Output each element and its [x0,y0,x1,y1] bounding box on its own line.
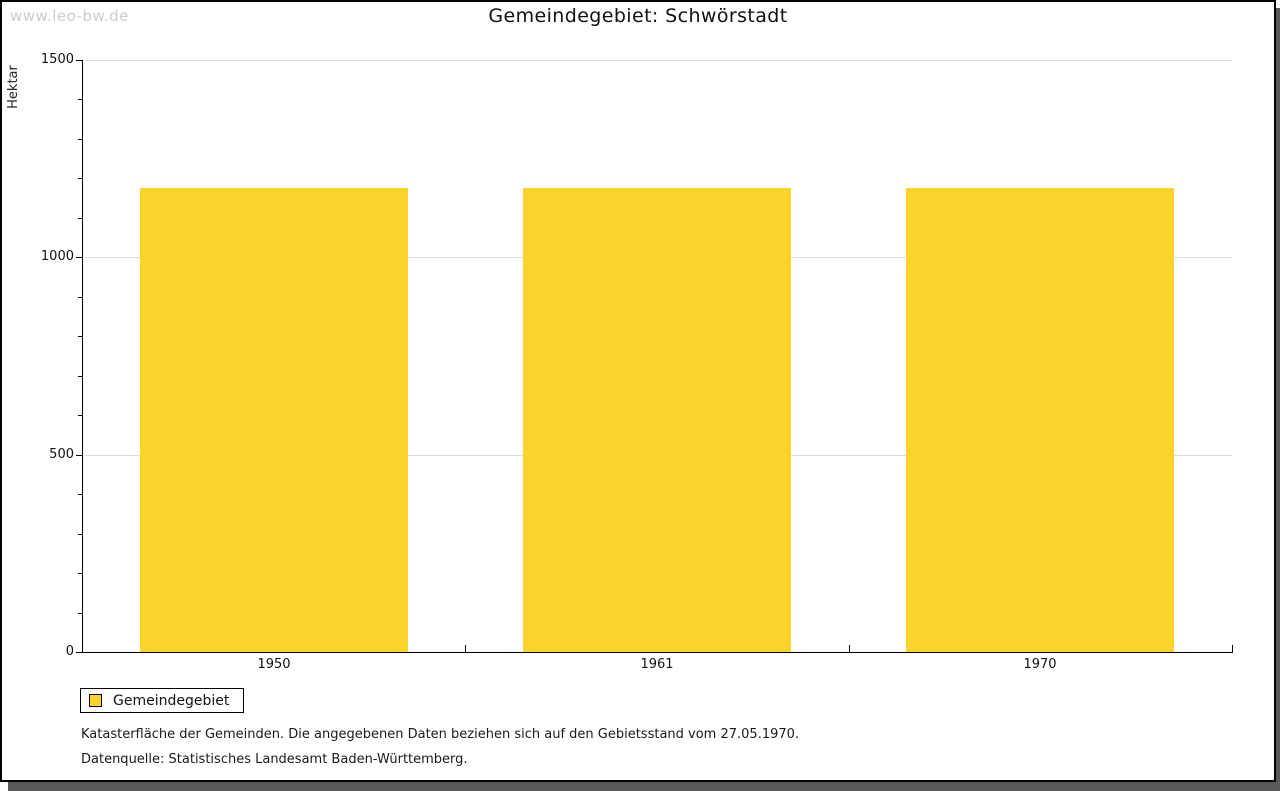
footnote-source-note: Katasterfläche der Gemeinden. Die angege… [81,727,800,742]
y-tick [76,454,82,456]
x-axis-line [82,652,1233,653]
y-tick [78,375,82,377]
window-shadow-right [1276,8,1280,791]
window-shadow-bottom [8,782,1280,791]
y-tick-label: 500 [49,446,74,462]
gridline [82,60,1232,61]
watermark-text: www.leo-bw.de [10,7,129,25]
y-tick [78,533,82,535]
y-tick [78,138,82,140]
x-tick-label: 1961 [640,657,674,672]
y-tick [78,217,82,219]
y-tick [78,612,82,614]
y-axis-title: Hektar [6,65,21,109]
y-tick-label: 1000 [40,249,74,265]
y-tick [76,257,82,259]
y-tick [78,178,82,180]
bar-1950 [140,188,408,652]
x-boundary-tick [849,645,850,652]
y-tick [78,336,82,338]
legend-color-swatch [89,694,102,707]
y-tick [78,296,82,298]
footnote-data-source: Datenquelle: Statistisches Landesamt Bad… [81,752,468,767]
legend-box: Gemeindegebiet [80,688,245,713]
y-tick [78,494,82,496]
legend-label: Gemeindegebiet [113,692,230,709]
bar-1961 [523,188,791,652]
x-boundary-tick [1232,645,1233,652]
x-tick-label: 1950 [257,657,291,672]
y-tick [76,652,82,653]
y-tick-label: 1500 [40,52,74,67]
x-tick-label: 1970 [1023,657,1057,672]
bar-1970 [906,188,1174,652]
y-tick [78,99,82,101]
chart-title: Gemeindegebiet: Schwörstadt [488,5,788,27]
y-tick [76,60,82,61]
y-tick [78,573,82,575]
y-tick-label: 0 [65,644,74,659]
y-axis-line [82,60,83,652]
y-tick [78,415,82,417]
x-boundary-tick [465,645,466,652]
